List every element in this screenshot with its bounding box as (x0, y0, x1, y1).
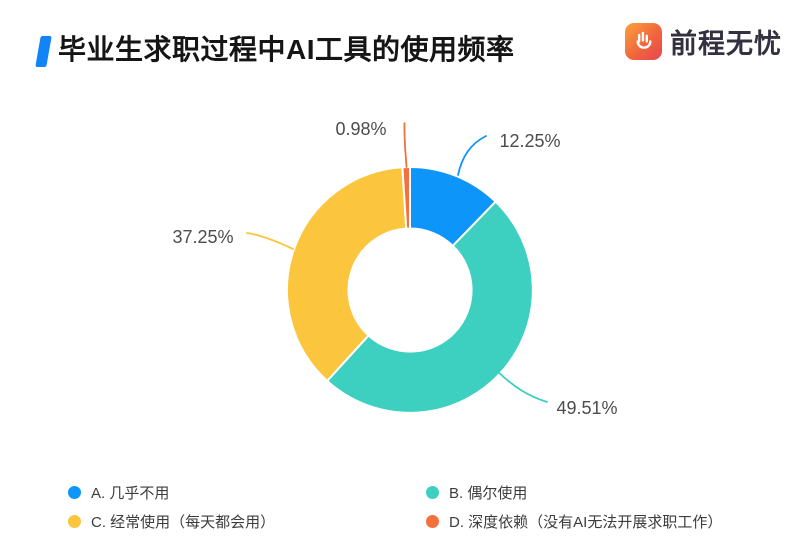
legend-dot-c (68, 515, 81, 528)
legend-label-b: B. 偶尔使用 (449, 485, 528, 502)
legend-item-b: B. 偶尔使用 (426, 482, 768, 503)
legend-item-d: D. 深度依赖（没有AI无法开展求职工作） (426, 511, 768, 532)
leader-line-a (457, 135, 487, 176)
hand-logo-icon (625, 23, 662, 60)
leader-line-c (246, 232, 294, 250)
donut-segment-b (326, 200, 534, 414)
legend-label-d: D. 深度依赖（没有AI无法开展求职工作） (449, 514, 723, 531)
percent-label-d: 0.98% (335, 119, 387, 139)
legend-label-a: A. 几乎不用 (91, 485, 170, 502)
legend-dot-d (426, 515, 439, 528)
percent-label-c: 37.25% (172, 227, 234, 247)
legend-item-a: A. 几乎不用 (68, 482, 426, 503)
page-title: 毕业生求职过程中AI工具的使用频率 (58, 34, 515, 65)
leader-line-d (403, 122, 408, 168)
leader-line-b (496, 370, 548, 403)
legend-item-c: C. 经常使用（每天都会用） (68, 511, 426, 532)
chart-legend: A. 几乎不用 B. 偶尔使用 C. 经常使用（每天都会用） D. 深度依赖（没… (68, 482, 768, 532)
donut-segment-d (401, 165, 411, 230)
percent-label-a: 12.25% (499, 131, 561, 151)
legend-dot-a (68, 486, 81, 499)
brand-name: 前程无忧 (670, 29, 782, 59)
percent-label-b: 49.51% (556, 398, 618, 418)
legend-label-c: C. 经常使用（每天都会用） (91, 514, 276, 531)
brand-logo: 前程无忧 (625, 22, 782, 61)
donut-segment-c (286, 166, 408, 382)
legend-dot-b (426, 486, 439, 499)
donut-segments (286, 165, 534, 414)
